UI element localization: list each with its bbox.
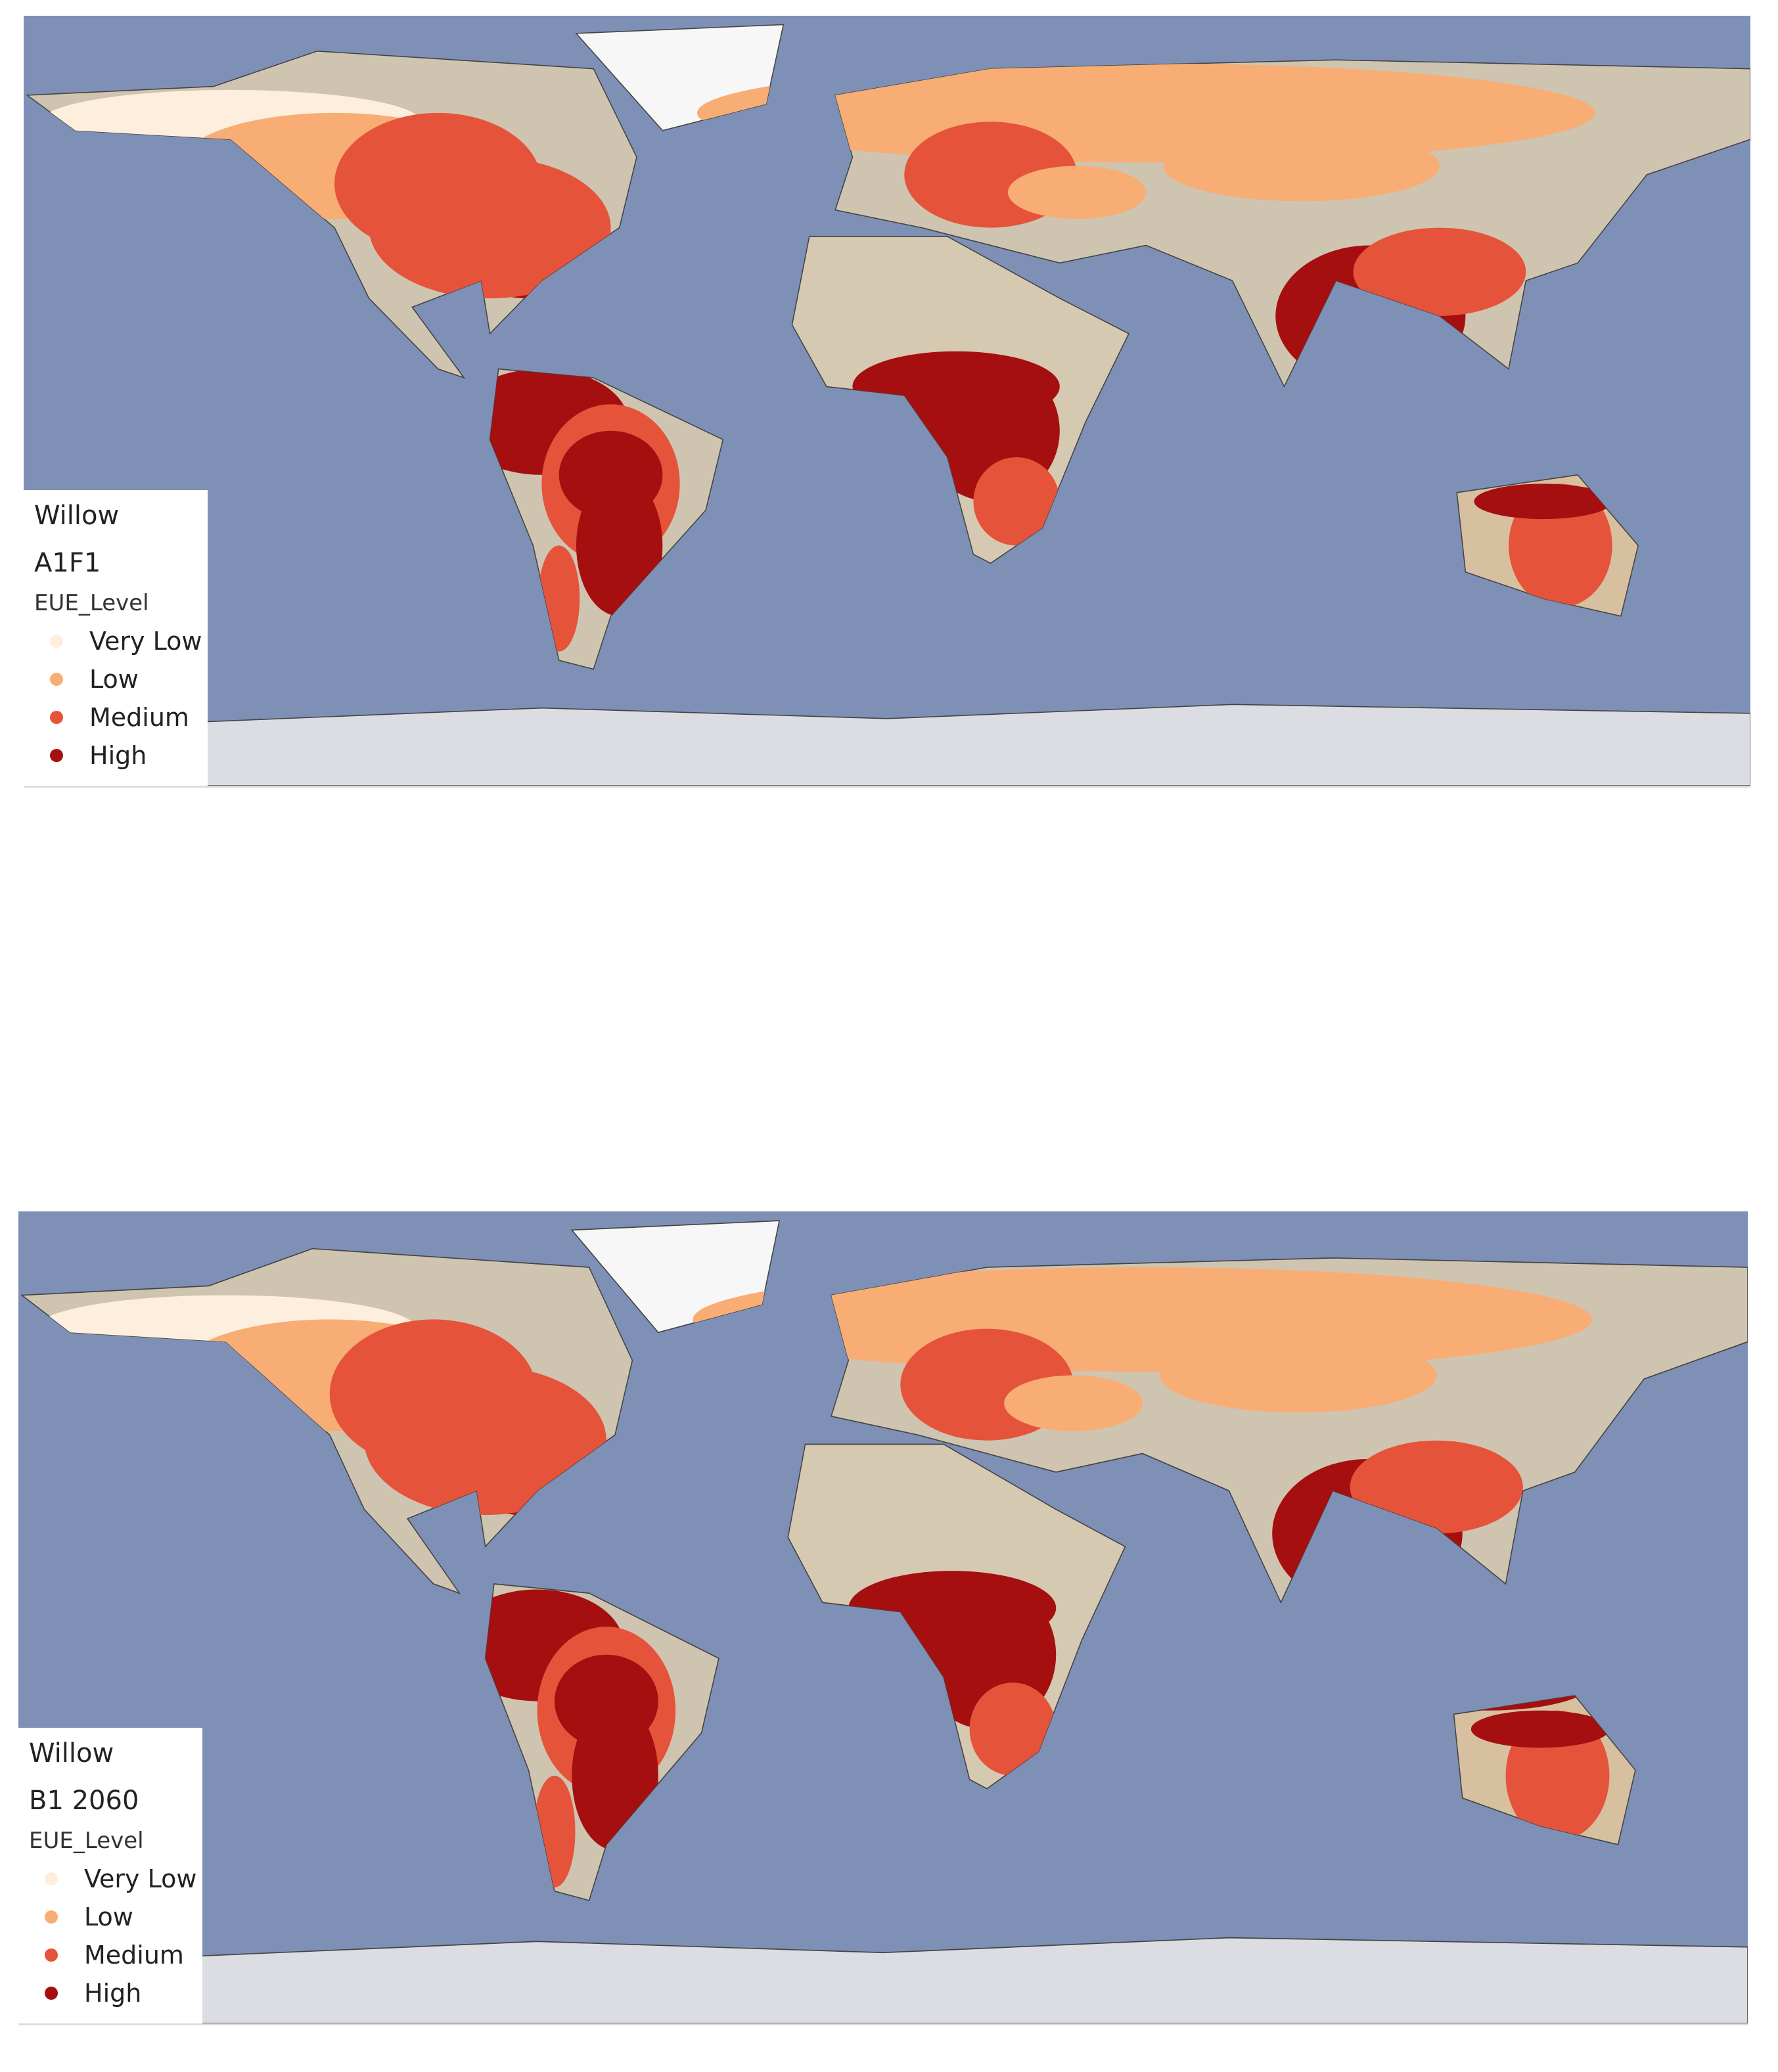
world-map (24, 16, 1750, 786)
eue-region (1470, 1710, 1610, 1748)
legend-swatch (45, 1987, 58, 2000)
eue-region (1004, 1375, 1143, 1431)
legend-title: Willow (29, 1738, 114, 1768)
legend-scenario: B1 2060 (29, 1786, 139, 1816)
eue-region (1350, 1440, 1523, 1534)
eue-region (1007, 166, 1147, 219)
legend-scenario: A1F1 (34, 548, 101, 578)
legend-swatch (45, 1872, 58, 1885)
legend-swatch (50, 673, 63, 686)
legend-swatch (50, 749, 63, 762)
eue-region (1353, 227, 1526, 316)
legend-label: High (84, 1979, 142, 2008)
eue-region (364, 1366, 606, 1516)
legend: Willow B1 2060 EUE_Level Very Low Low Medium H… (18, 1728, 202, 2023)
eue-region (1474, 484, 1612, 520)
legend-label: Medium (89, 703, 189, 732)
world-map (18, 1211, 1748, 2023)
legend-heading: EUE_Level (34, 590, 149, 616)
eue-region (576, 474, 663, 616)
legend-label: High (89, 741, 147, 770)
eue-region (1160, 1338, 1437, 1413)
suitability-layer (41, 63, 1725, 652)
legend: Willow A1F1 EUE_Level Very Low Low Medium High (24, 490, 208, 786)
legend-swatch (50, 711, 63, 724)
legend-label: Very Low (89, 627, 202, 656)
legend-label: Medium (84, 1941, 184, 1970)
eue-region (369, 157, 611, 299)
legend-label: Very Low (84, 1864, 197, 1893)
map-panel: Willow A1F1 EUE_Level Very Low Low Medium High (24, 16, 1750, 788)
legend-label: Low (89, 665, 139, 694)
legend-swatch (45, 1910, 58, 1924)
eue-region (973, 457, 1060, 546)
land (191, 1937, 1748, 2023)
legend-label: Low (84, 1903, 133, 1931)
legend-heading: EUE_Level (29, 1828, 144, 1854)
map-panel: Willow B1 2060 EUE_Level Very Low Low Medium H… (18, 1211, 1748, 2025)
legend-swatch (50, 635, 63, 648)
land (196, 704, 1750, 786)
eue-region (1163, 130, 1440, 202)
legend-swatch (45, 1948, 58, 1962)
legend-title: Willow (34, 501, 120, 531)
eue-region (969, 1682, 1057, 1776)
